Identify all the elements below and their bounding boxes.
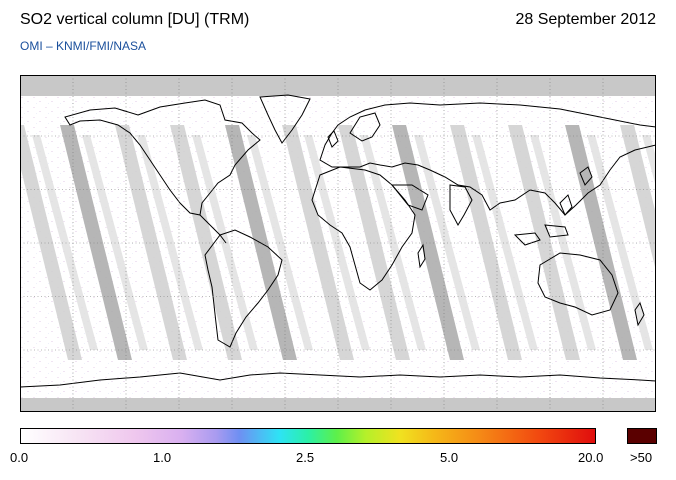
gap-swath-7 xyxy=(392,125,464,360)
gap-swath-10 xyxy=(565,125,637,360)
gap-swath-thin-2 xyxy=(137,135,203,350)
colorbar-label-2-5: 2.5 xyxy=(296,450,315,465)
gap-swath-thin-1 xyxy=(82,135,148,350)
colorbar-label-1: 1.0 xyxy=(153,450,172,465)
gap-swath-6 xyxy=(338,125,410,360)
gap-swath-2 xyxy=(115,125,187,360)
coastlines xyxy=(20,94,656,388)
colorbar-label-5: 5.0 xyxy=(440,450,459,465)
colorbar-label-20: 20.0 xyxy=(578,450,604,465)
gap-swath-3 xyxy=(170,125,242,360)
graticule xyxy=(20,75,656,412)
gap-swath-thin-6 xyxy=(360,135,426,350)
gap-swath-1 xyxy=(60,125,132,360)
map-title: SO2 vertical column [DU] (TRM) xyxy=(20,11,250,28)
gap-swath-thin-5 xyxy=(304,135,370,350)
gap-swath-8 xyxy=(450,125,522,360)
gap-swath-0 xyxy=(20,125,82,360)
colorbar-over-swatch xyxy=(627,428,657,444)
colorbar-label-over: >50 xyxy=(630,450,653,465)
map-date: 28 September 2012 xyxy=(515,11,656,28)
colorbar-label-0: 0.0 xyxy=(10,450,29,465)
gap-swath-thin-8 xyxy=(472,135,538,350)
gap-swath-thin-3 xyxy=(192,135,258,350)
gap-swath-5 xyxy=(282,125,354,360)
map-frame xyxy=(20,75,656,412)
gap-swath-thin-0 xyxy=(32,135,98,350)
gap-swath-thin-9 xyxy=(530,135,596,350)
gap-swath-9 xyxy=(508,125,580,360)
gap-swath-thin-7 xyxy=(414,135,480,350)
colorbar-gradient xyxy=(20,428,596,444)
so2-map: -150-120-90-60-300306090120150 -150-120-… xyxy=(20,75,656,412)
data-credit: OMI – KNMI/FMI/NASA xyxy=(20,39,147,53)
gap-swath-4 xyxy=(225,125,297,360)
data-gap-swaths xyxy=(20,125,656,360)
gap-swath-11 xyxy=(620,125,656,271)
